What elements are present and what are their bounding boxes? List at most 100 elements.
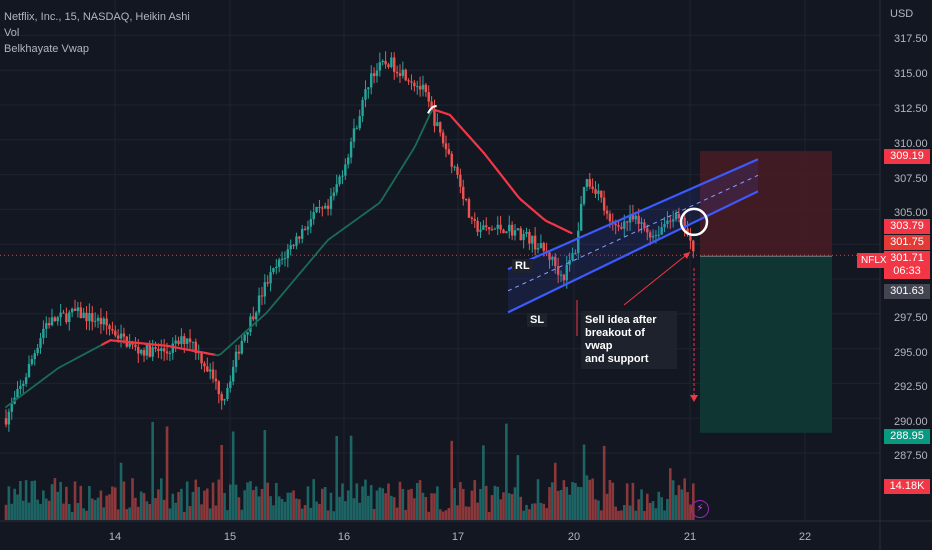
volume-bar: [254, 486, 258, 520]
candle-body: [542, 243, 545, 251]
volume-bar: [372, 509, 376, 520]
candle-body: [565, 264, 568, 281]
volume-bar: [70, 511, 74, 520]
chart-legend: Netflix, Inc., 15, NASDAQ, Heikin Ashi V…: [4, 9, 190, 57]
volume-bar: [447, 508, 451, 520]
volume-bar: [617, 510, 620, 520]
candle-body: [393, 57, 396, 72]
volume-bar: [275, 482, 278, 520]
candle-body: [292, 245, 295, 247]
volume-bar: [473, 480, 477, 520]
volume-bar: [611, 482, 615, 520]
candle-body: [249, 316, 252, 332]
volume-bar: [674, 495, 678, 520]
candle-body: [324, 205, 327, 209]
volume-bar: [559, 489, 563, 520]
candle-body: [349, 141, 353, 158]
volume-bar: [105, 495, 108, 520]
volume-badge: 14.18K: [884, 479, 930, 494]
y-tick: 292.50: [894, 381, 928, 393]
y-tick: 287.50: [894, 450, 928, 462]
candle-body: [689, 234, 692, 241]
volume-bar: [530, 503, 534, 520]
candle-body: [378, 62, 382, 71]
price-badge-301-75: 301.75: [884, 235, 930, 250]
volume-bar: [306, 486, 310, 520]
candle-body: [33, 353, 36, 360]
volume-bar: [599, 510, 603, 520]
x-tick: 16: [337, 531, 351, 543]
candle-body: [358, 116, 361, 129]
volume-bar: [597, 500, 600, 520]
candle-body: [206, 366, 209, 372]
candle-body: [651, 235, 655, 238]
volume-bar: [433, 493, 436, 520]
legend-indicator[interactable]: Belkhayate Vwap: [4, 43, 89, 55]
trade-note[interactable]: Sell idea after breakout of vwap and sup…: [581, 311, 677, 369]
candle-body: [390, 57, 393, 68]
volume-bar: [441, 511, 445, 520]
candle-body: [361, 99, 364, 117]
candle-body: [148, 344, 151, 357]
y-tick: 295.00: [894, 347, 928, 359]
volume-bar: [53, 478, 57, 520]
y-tick: 315.00: [894, 68, 928, 80]
candle-body: [93, 320, 97, 322]
candle-body: [30, 359, 34, 365]
candle-body: [456, 166, 459, 175]
candle-body: [263, 282, 267, 297]
vwap-segment: [567, 230, 573, 235]
volume-bar: [390, 495, 393, 520]
sl-label[interactable]: SL: [527, 313, 548, 327]
volume-bar: [645, 493, 649, 520]
ticker-tag[interactable]: NFLX: [857, 253, 891, 268]
candle-body: [76, 307, 80, 311]
volume-bar: [651, 501, 655, 520]
channel-fill: [508, 159, 758, 313]
candle-body: [464, 198, 468, 200]
candle-body: [42, 328, 45, 339]
candle-body: [439, 122, 442, 133]
candle-body: [160, 348, 163, 352]
note-line: Sell idea after: [585, 314, 657, 326]
volume-bar: [200, 504, 203, 520]
rl-label[interactable]: RL: [512, 259, 533, 273]
candle-body: [177, 340, 180, 345]
volume-bar: [450, 440, 454, 520]
candle-body: [634, 215, 637, 220]
volume-bar: [99, 490, 103, 520]
candle-body: [326, 205, 330, 209]
legend-volume[interactable]: Vol: [4, 27, 20, 39]
candle-body: [226, 388, 229, 400]
candle-body: [404, 69, 407, 81]
volume-bar: [217, 479, 221, 520]
candle-body: [677, 214, 681, 219]
candle-body: [309, 219, 313, 227]
candle-body: [683, 217, 686, 229]
vwap-segment: [415, 137, 420, 146]
volume-bar: [33, 480, 37, 520]
volume-bar: [628, 505, 632, 520]
volume-bar: [335, 435, 339, 520]
candle-body: [559, 274, 563, 276]
volume-bar: [303, 505, 307, 520]
volume-bar: [332, 511, 336, 520]
candle-body: [510, 224, 514, 236]
lightning-icon[interactable]: ⚡: [691, 500, 709, 518]
candle-body: [430, 101, 433, 109]
candle-body: [286, 249, 290, 259]
currency-label[interactable]: USD: [890, 8, 914, 20]
candle-body: [663, 223, 666, 228]
volume-bar: [536, 479, 540, 520]
legend-symbol[interactable]: Netflix, Inc., 15, NASDAQ, Heikin Ashi: [4, 11, 190, 23]
volume-bar: [79, 485, 83, 520]
volume-bar: [298, 499, 301, 520]
candle-body: [116, 335, 120, 339]
vwap-segment: [420, 125, 426, 134]
candle-body: [657, 234, 660, 236]
volume-bar: [378, 487, 382, 520]
volume-bar: [620, 510, 623, 520]
candle-body: [269, 272, 272, 284]
volume-bar: [576, 486, 580, 520]
